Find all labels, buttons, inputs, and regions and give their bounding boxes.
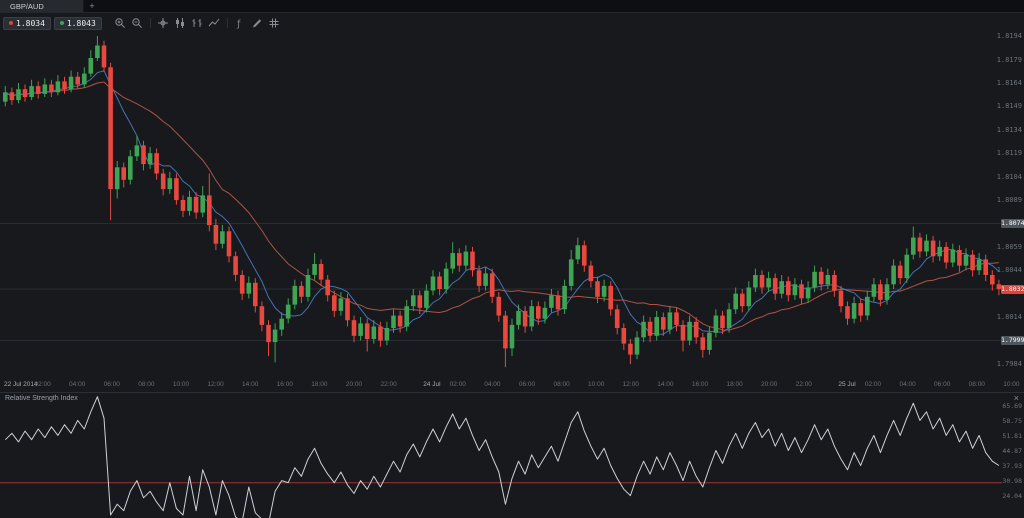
rsi-axis-label: 37.93 [1002, 461, 1022, 470]
ohlc-bars-button[interactable] [190, 16, 205, 30]
time-axis: 22 Jul 2014 02:00 04:00 06:00 08:00 10:00 12:0… [0, 378, 1024, 392]
time-axis-label: 06:00 [518, 381, 536, 388]
price-axis-label: 1.8014 [996, 313, 1022, 322]
crosshair-icon [158, 18, 169, 28]
tab-gbpaud[interactable]: GBP/AUD [0, 0, 84, 12]
time-axis-label: 20:00 [761, 381, 778, 388]
price-axis-label: 1.8059 [996, 242, 1022, 251]
rsi-axis-label: 51.81 [1002, 431, 1022, 440]
rsi-axis-label: 58.75 [1002, 416, 1022, 425]
rsi-panel: Relative Strength Index × 65.69 58.75 51.8… [0, 392, 1024, 518]
draw-button[interactable] [250, 16, 265, 30]
sell-price: 1.8034 [16, 18, 45, 28]
grid-icon [269, 18, 279, 28]
rsi-axis-label: 24.04 [1002, 491, 1022, 500]
time-axis-label: 16:00 [691, 381, 709, 388]
svg-text:ƒ: ƒ [237, 20, 242, 30]
time-axis-label: 08:00 [968, 381, 985, 388]
price-axis-label: 1.8179 [996, 55, 1022, 64]
tab-bar: GBP/AUD + [0, 0, 1024, 13]
time-axis-label: 12:00 [207, 381, 224, 388]
buy-price-button[interactable]: 1.8043 [53, 16, 102, 30]
crosshair-button[interactable] [156, 16, 171, 30]
candlestick-chart-button[interactable] [173, 16, 188, 30]
time-axis-label: 22 Jul 2014 [4, 381, 38, 388]
rsi-close-button[interactable]: × [1013, 393, 1019, 403]
zoom-out-button[interactable] [130, 16, 145, 30]
time-axis-label: 06:00 [934, 381, 951, 388]
rsi-chart[interactable] [0, 393, 1002, 518]
time-axis-label: 10:00 [588, 381, 605, 388]
zoom-in-icon [115, 18, 126, 28]
toolbar-icons: ƒ [113, 16, 282, 30]
time-axis-label: 18:00 [311, 381, 328, 388]
zoom-out-icon [132, 18, 143, 28]
sell-price-button[interactable]: 1.8034 [3, 16, 51, 30]
price-axis-label: 1.8089 [996, 196, 1022, 204]
rsi-axis-label: 65.69 [1002, 402, 1022, 410]
pencil-icon [253, 19, 262, 28]
time-axis-label: 02:00 [34, 381, 51, 388]
price-axis-label: 1.8119 [996, 149, 1022, 158]
price-axis-label: 1.8104 [996, 172, 1022, 181]
price-axis-label: 1.8194 [996, 32, 1022, 41]
time-axis-label: 14:00 [242, 381, 259, 388]
candlestick-chart-icon [176, 18, 185, 28]
main-chart-area: 1.8194 1.8179 1.8164 1.8149 1.8134 1.8119 1.81… [0, 32, 1024, 378]
price-axis-label: 1.8149 [996, 102, 1022, 111]
zoom-in-button[interactable] [113, 16, 128, 30]
new-tab-button[interactable]: + [89, 1, 95, 11]
price-axis-label: 1.7984 [996, 360, 1022, 368]
time-axis-label: 02:00 [864, 381, 882, 388]
price-level-badge[interactable]: 1.8074 [1001, 219, 1024, 228]
time-axis-label: 25 Jul [838, 381, 856, 388]
line-chart-icon [208, 18, 220, 27]
time-axis-label: 04:00 [484, 381, 501, 388]
price-axis-label: 1.8164 [996, 79, 1022, 87]
grid-button[interactable] [267, 16, 282, 30]
time-axis-label: 22:00 [380, 381, 397, 388]
rsi-axis-label: 30.98 [1002, 476, 1022, 485]
time-axis-label: 10:00 [1003, 381, 1020, 388]
rsi-title: Relative Strength Index [5, 395, 78, 402]
price-axis-label: 1.8044 [996, 266, 1022, 275]
time-axis-label: 08:00 [553, 381, 570, 388]
indicators-icon: ƒ [237, 20, 242, 30]
time-axis-label: 18:00 [726, 381, 743, 388]
candlestick-chart[interactable] [0, 33, 1002, 378]
rsi-axis: 65.69 58.75 51.81 44.87 37.93 30.98 24.04 [1000, 393, 1024, 518]
time-axis-label: 14:00 [657, 381, 674, 388]
time-axis-label: 08:00 [138, 381, 155, 388]
indicators-button[interactable]: ƒ [233, 16, 248, 30]
current-price-badge: 1.8032 [1001, 284, 1024, 294]
price-axis-label: 1.8134 [996, 125, 1022, 134]
sell-indicator-dot [9, 21, 13, 25]
ohlc-bars-icon [192, 19, 202, 27]
time-axis-label: 22:00 [795, 381, 812, 388]
time-axis-label: 16:00 [276, 381, 293, 388]
time-axis-label: 04:00 [69, 381, 86, 388]
time-axis-label: 24 Jul [423, 381, 441, 388]
time-axis-label: 06:00 [103, 381, 120, 388]
rsi-axis-label: 44.87 [1002, 446, 1022, 455]
tab-label: GBP/AUD [10, 1, 44, 11]
toolbar-separator [226, 18, 228, 28]
chart-toolbar: 1.8034 1.8043 [0, 13, 1024, 33]
buy-price: 1.8043 [66, 18, 96, 28]
toolbar-separator [149, 18, 151, 28]
price-axis: 1.8194 1.8179 1.8164 1.8149 1.8134 1.8119 1.81… [996, 32, 1024, 378]
price-level-badge[interactable]: 1.7999 [1001, 336, 1024, 345]
time-axis-label: 20:00 [345, 381, 363, 388]
time-axis-label: 12:00 [622, 381, 639, 388]
line-chart-button[interactable] [207, 16, 222, 30]
time-axis-label: 04:00 [899, 381, 916, 388]
buy-indicator-dot [59, 21, 64, 25]
time-axis-label: 10:00 [172, 381, 190, 388]
time-axis-label: 02:00 [449, 381, 466, 388]
